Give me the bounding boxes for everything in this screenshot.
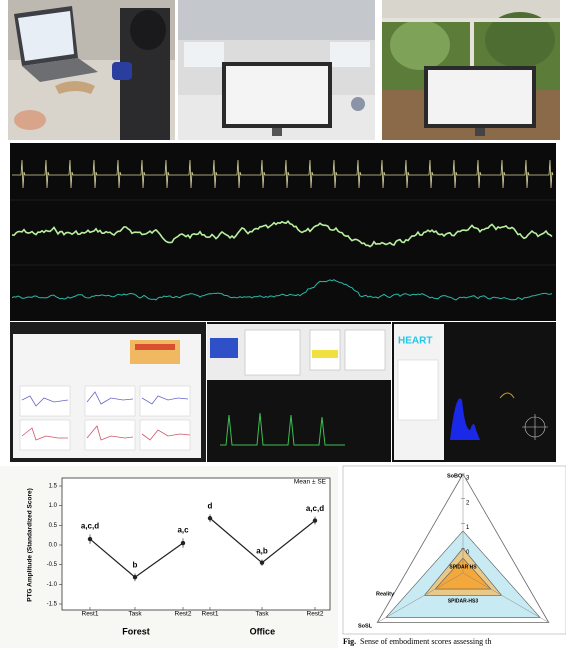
group-label: Office bbox=[250, 626, 276, 636]
heart-title: HEART bbox=[398, 336, 432, 347]
series-label: SPIDAR-HS3 bbox=[448, 599, 479, 605]
annotation: Reality bbox=[376, 591, 395, 597]
line-chart bbox=[0, 466, 338, 648]
screenshot-analysis bbox=[10, 322, 206, 462]
y-tick-label: 0.0 bbox=[49, 543, 58, 549]
x-tick-label: Rest1 bbox=[82, 611, 99, 618]
figure: HEART Fig. Sense of embodiment scores as… bbox=[0, 0, 566, 648]
caption-label: Fig. bbox=[343, 637, 356, 646]
x-tick-label: Task bbox=[128, 611, 142, 618]
group-label: Forest bbox=[122, 626, 150, 636]
y-tick-label: 1.5 bbox=[49, 484, 58, 490]
point-label: a,c,d bbox=[81, 521, 99, 530]
x-tick-label: Rest2 bbox=[307, 611, 324, 618]
x-tick-label: Task bbox=[255, 611, 269, 618]
point bbox=[88, 537, 92, 541]
y-tick-label: -1.0 bbox=[47, 582, 58, 588]
photo-forest bbox=[382, 0, 560, 140]
y-tick-label: 1.0 bbox=[49, 503, 58, 509]
x-tick-label: Rest2 bbox=[175, 611, 192, 618]
point-label: a,c,d bbox=[306, 504, 324, 513]
note: Mean ± SE bbox=[294, 479, 327, 486]
y-axis-label: PTG Amplitude (Standardized Score) bbox=[27, 488, 34, 602]
x-tick-label: Rest1 bbox=[202, 611, 219, 618]
page: HEART Fig. Sense of embodiment scores as… bbox=[0, 0, 566, 653]
axis-label: SoSL bbox=[358, 623, 373, 629]
caption: Sense of embodiment scores assessing th bbox=[360, 637, 491, 646]
y-tick-label: -1.5 bbox=[47, 602, 58, 608]
point-label: a,b bbox=[256, 547, 268, 556]
series-label: SPIDAR HS bbox=[449, 564, 477, 570]
point-label: a,c bbox=[177, 525, 189, 534]
y-tick-label: 0.5 bbox=[49, 523, 58, 529]
point bbox=[260, 561, 264, 565]
point bbox=[181, 541, 185, 545]
point-label: d bbox=[208, 501, 213, 510]
point bbox=[133, 575, 137, 579]
screenshot-recording bbox=[207, 322, 391, 462]
screenshot-heart: HEART bbox=[392, 322, 556, 462]
point bbox=[313, 518, 317, 522]
point bbox=[208, 516, 212, 520]
point-label: b bbox=[133, 560, 138, 569]
photo-lab bbox=[8, 0, 175, 140]
y-tick-label: -0.5 bbox=[47, 562, 58, 568]
axis-label: SoBO bbox=[447, 473, 463, 479]
photo-office bbox=[178, 0, 375, 140]
